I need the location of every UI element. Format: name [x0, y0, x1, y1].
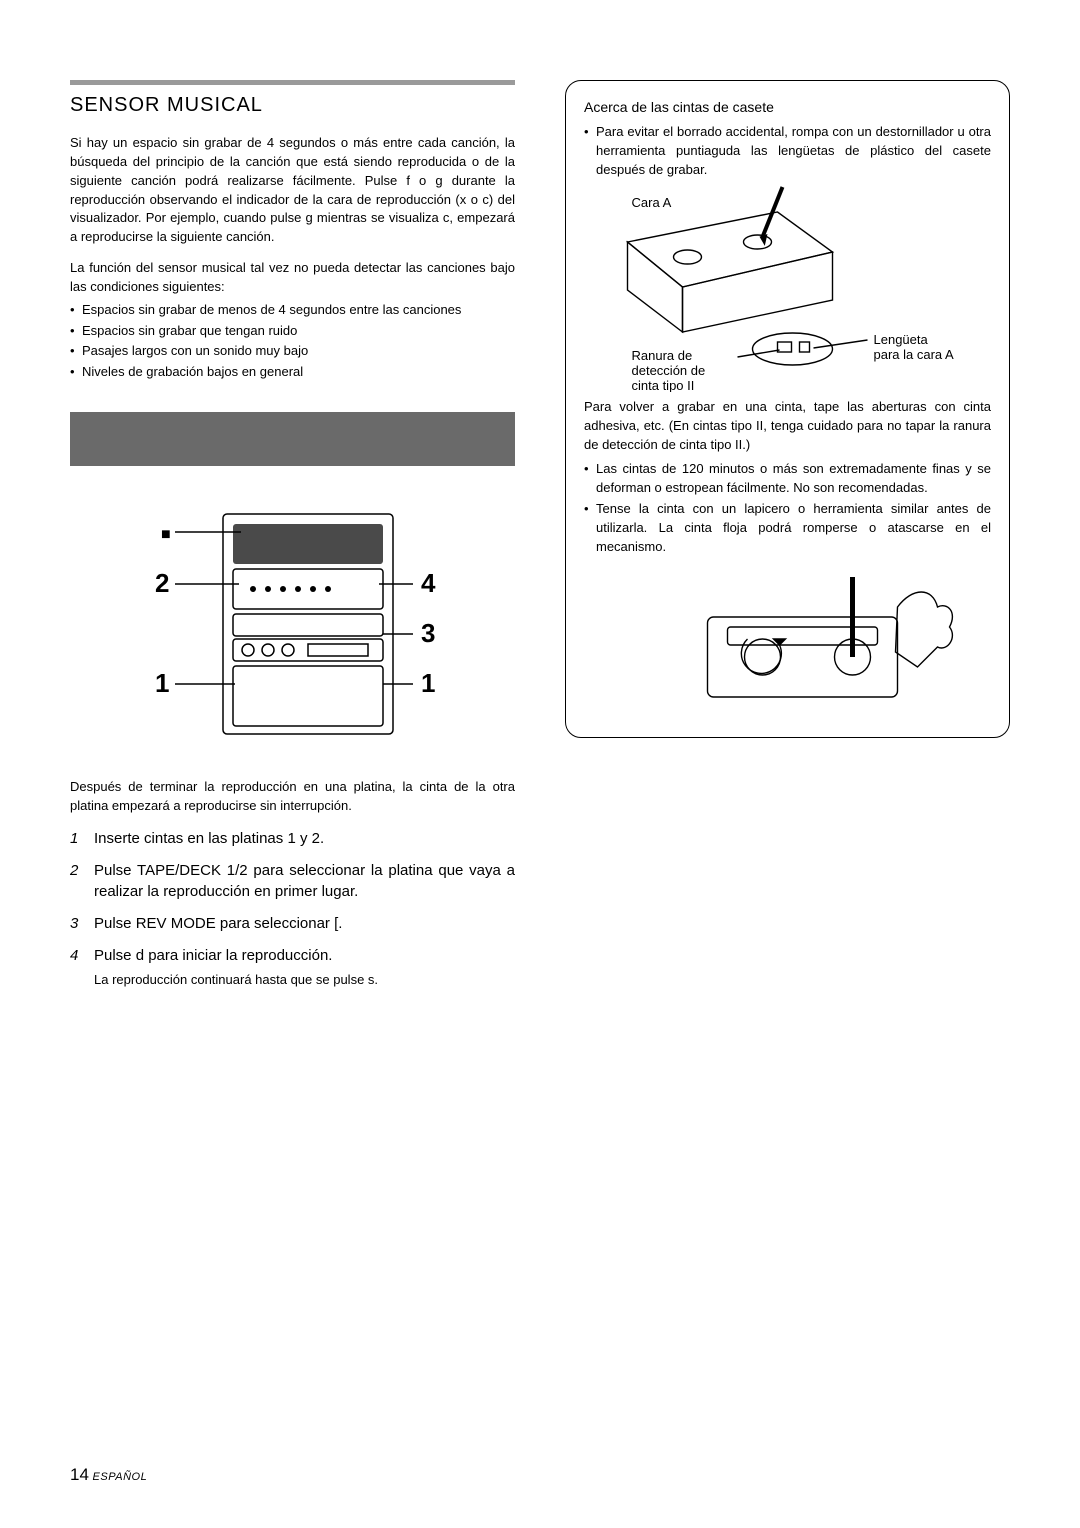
language-label: ESPAÑOL: [93, 1471, 148, 1483]
label-slot-2: detección de: [632, 363, 706, 378]
callout-stop-icon: ■: [161, 526, 171, 543]
label-slot-3: cinta tipo II: [632, 378, 695, 392]
stereo-figure: ■ 2 4 3 1 1: [70, 484, 515, 764]
list-item: Pasajes largos con un sonido muy bajo: [70, 342, 515, 361]
list-item: Espacios sin grabar que tengan ruido: [70, 322, 515, 341]
box-bullet-1: Para evitar el borrado accidental, rompa…: [584, 123, 991, 180]
intro-paragraph-1: Si hay un espacio sin grabar de 4 segund…: [70, 134, 515, 247]
page-number: 14: [70, 1465, 89, 1484]
step-4-note: La reproducción continuará hasta que se …: [70, 971, 515, 990]
label-tab-1: Lengüeta: [874, 332, 929, 347]
cassette-figure: Cara A Ranura de detección de cinta tipo…: [584, 182, 991, 392]
intro-paragraph-2: La función del sensor musical tal vez no…: [70, 259, 515, 297]
cassette-info-box: Acerca de las cintas de casete Para evit…: [565, 80, 1010, 738]
continuous-play-intro: Después de terminar la reproducción en u…: [70, 778, 515, 816]
box-bullet-3: Tense la cinta con un lapicero o herrami…: [584, 500, 991, 557]
step-4: 4 Pulse d para iniciar la reproducción.: [70, 945, 515, 967]
step-2: 2 Pulse TAPE/DECK 1/2 para seleccionar l…: [70, 860, 515, 904]
rerecord-paragraph: Para volver a grabar en una cinta, tape …: [584, 398, 991, 455]
grey-title-bar: [70, 412, 515, 466]
list-item: Espacios sin grabar de menos de 4 segund…: [70, 301, 515, 320]
list-item: Niveles de grabación bajos en general: [70, 363, 515, 382]
callout-2: 2: [155, 568, 169, 598]
callout-1-right: 1: [421, 668, 435, 698]
page-footer: 14 ESPAÑOL: [70, 1463, 147, 1488]
label-slot-1: Ranura de: [632, 348, 693, 363]
label-tab-2: para la cara A: [874, 347, 955, 362]
label-cara-a: Cara A: [632, 195, 672, 210]
section-heading: SENSOR MUSICAL: [70, 91, 515, 120]
step-3: 3 Pulse REV MODE para seleccionar [.: [70, 913, 515, 935]
section-rule: [70, 80, 515, 85]
callout-3: 3: [421, 618, 435, 648]
right-column: Acerca de las cintas de casete Para evit…: [565, 80, 1010, 999]
box-bullet-2: Las cintas de 120 minutos o más son extr…: [584, 460, 991, 498]
limitations-list: Espacios sin grabar de menos de 4 segund…: [70, 301, 515, 382]
left-column: SENSOR MUSICAL Si hay un espacio sin gra…: [70, 80, 515, 999]
step-1: 1 Inserte cintas en las platinas 1 y 2.: [70, 828, 515, 850]
pencil-tension-figure: [584, 567, 991, 717]
callout-4: 4: [421, 568, 436, 598]
steps-list: 1 Inserte cintas en las platinas 1 y 2. …: [70, 828, 515, 990]
callout-1-left: 1: [155, 668, 169, 698]
box-title: Acerca de las cintas de casete: [584, 97, 991, 117]
